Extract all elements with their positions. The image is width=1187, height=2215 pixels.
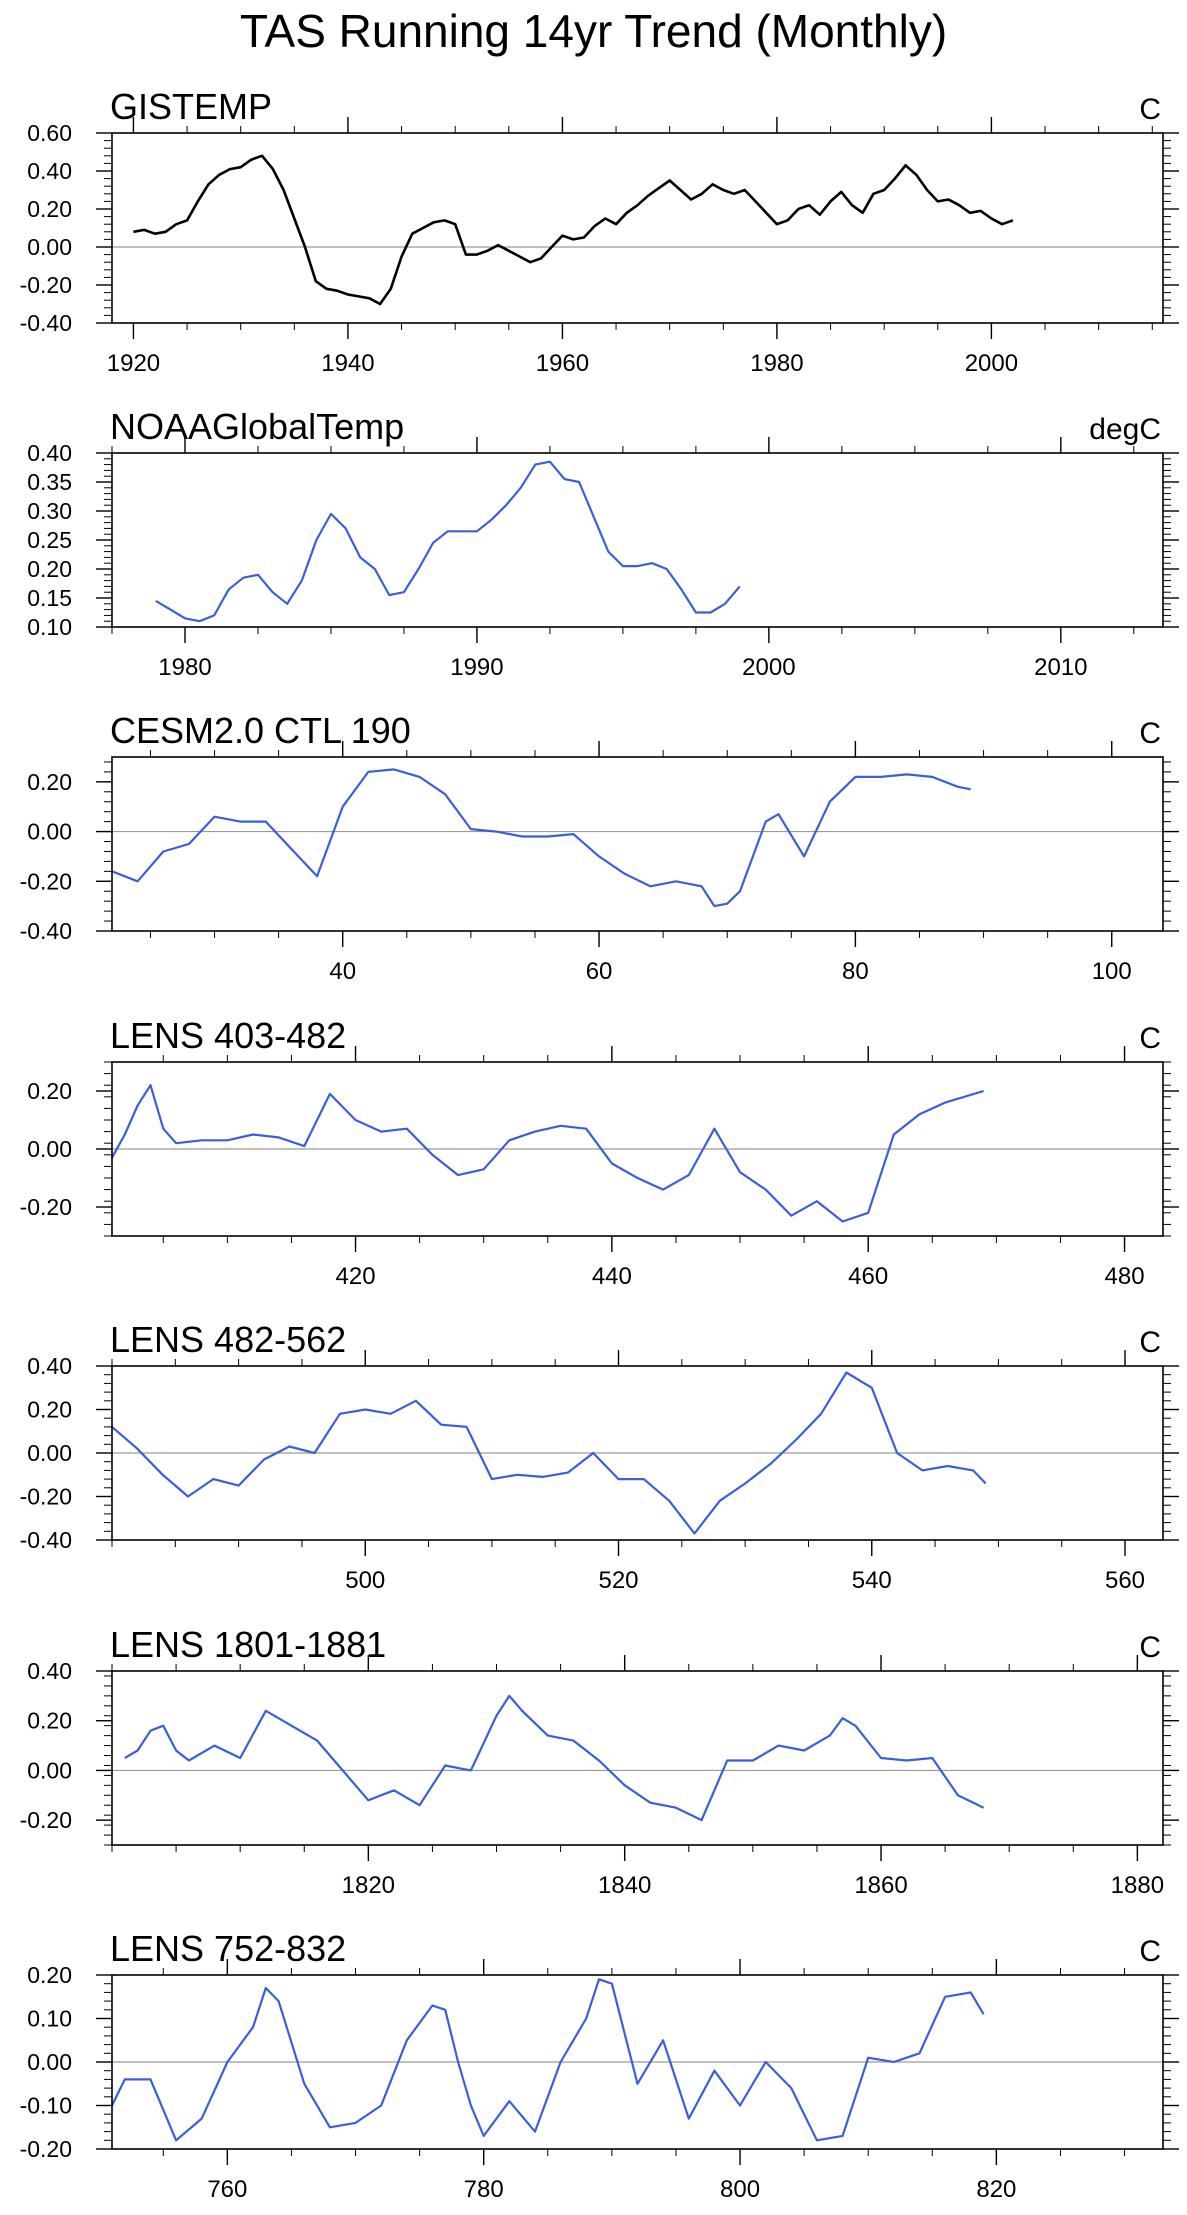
y-tick-label: 0.40 <box>27 440 72 466</box>
y-tick-label: 0.20 <box>27 196 72 222</box>
units-label: C <box>1139 93 1161 126</box>
y-tick-label: 0.00 <box>27 1440 72 1466</box>
x-tick-label: 800 <box>720 2176 760 2203</box>
y-tick-label: 0.00 <box>27 1757 72 1783</box>
data-series-line <box>124 1694 985 1822</box>
plot-frame <box>111 756 1164 932</box>
panel-title: GISTEMP <box>110 86 272 127</box>
figure-title: TAS Running 14yr Trend (Monthly) <box>239 5 948 57</box>
y-tick-label: 0.60 <box>27 120 72 146</box>
chart-panel-5: LENS 482-562 C 500 520 540 560 -0.40 -0.20 0.00 0… <box>20 1319 1179 1594</box>
x-tick-label: 80 <box>842 958 869 985</box>
chart-panel-3: CESM2.0 CTL 190 C 40 60 80 100 -0.40 -0.20 0.00 0… <box>20 710 1179 985</box>
y-tick-label: 0.00 <box>27 1136 72 1162</box>
y-tick-label: 0.20 <box>27 1078 72 1104</box>
x-tick-label: 500 <box>345 1567 385 1594</box>
chart-panel-4: LENS 403-482 C 420 440 460 480 -0.20 0.00 0.20 <box>20 1015 1179 1290</box>
x-tick-label: 420 <box>336 1263 376 1290</box>
y-tick-label: 0.20 <box>27 1397 72 1423</box>
x-tick-label: 1840 <box>598 1872 651 1899</box>
y-tick-label: -0.10 <box>20 2093 72 2119</box>
y-tick-label: 0.35 <box>27 469 72 495</box>
y-tick-label: -0.20 <box>20 1807 72 1833</box>
y-tick-label: -0.20 <box>20 2136 72 2162</box>
chart-panel-7: LENS 752-832 C 760 780 800 820 -0.20 -0.10 0.00 0… <box>20 1928 1179 2203</box>
x-tick-label: 760 <box>207 2176 247 2203</box>
chart-panel-1: GISTEMP C 1920 1940 1960 1980 2000 -0.40 -0.20 0.… <box>20 86 1179 377</box>
units-label: C <box>1139 1935 1161 1968</box>
x-tick-label: 480 <box>1105 1263 1145 1290</box>
chart-panel-6: LENS 1801-1881 C 1820 1840 1860 1880 -0.20 0.00… <box>20 1624 1179 1899</box>
y-tick-label: 0.00 <box>27 819 72 845</box>
units-label: C <box>1139 1022 1161 1055</box>
panel-title: CESM2.0 CTL 190 <box>110 710 411 751</box>
panel-title: NOAAGlobalTemp <box>110 406 404 447</box>
x-tick-label: 2000 <box>742 654 795 681</box>
x-tick-label: 1880 <box>1111 1872 1164 1899</box>
plot-frame <box>111 1670 1164 1846</box>
x-tick-label: 1990 <box>450 654 503 681</box>
x-tick-label: 1980 <box>158 654 211 681</box>
y-tick-label: -0.20 <box>20 1194 72 1220</box>
x-tick-label: 1980 <box>750 350 803 377</box>
x-tick-label: 560 <box>1105 1567 1145 1594</box>
y-tick-label: -0.20 <box>20 1484 72 1510</box>
data-series-line <box>111 768 971 908</box>
x-tick-label: 1860 <box>854 1872 907 1899</box>
x-tick-label: 780 <box>464 2176 504 2203</box>
x-tick-label: 2000 <box>965 350 1018 377</box>
y-tick-label: 0.20 <box>27 1708 72 1734</box>
units-label: C <box>1139 1326 1161 1359</box>
data-series-line <box>155 460 741 623</box>
y-tick-label: 0.15 <box>27 585 72 611</box>
data-series-line <box>111 1084 984 1223</box>
x-tick-label: 40 <box>329 958 356 985</box>
plot-frame <box>111 132 1164 324</box>
x-tick-label: 100 <box>1092 958 1132 985</box>
y-tick-label: -0.20 <box>20 272 72 298</box>
units-label: C <box>1139 717 1161 750</box>
chart-panel-2: NOAAGlobalTemp degC 1980 1990 2000 2010 0.10 0.… <box>27 406 1179 681</box>
panel-title: LENS 752-832 <box>110 1928 346 1969</box>
data-series-line <box>133 154 1014 306</box>
y-tick-label: -0.40 <box>20 918 72 944</box>
y-tick-label: 0.00 <box>27 2049 72 2075</box>
y-tick-label: 0.40 <box>27 1353 72 1379</box>
y-tick-label: 0.20 <box>27 769 72 795</box>
y-tick-label: 0.00 <box>27 234 72 260</box>
y-tick-label: 0.10 <box>27 614 72 640</box>
panel-title: LENS 403-482 <box>110 1015 346 1056</box>
x-tick-label: 460 <box>848 1263 888 1290</box>
x-tick-label: 1820 <box>342 1872 395 1899</box>
x-tick-label: 540 <box>852 1567 892 1594</box>
units-label: C <box>1139 1631 1161 1664</box>
x-tick-label: 1920 <box>107 350 160 377</box>
y-tick-label: -0.40 <box>20 1527 72 1553</box>
y-tick-label: 0.20 <box>27 556 72 582</box>
x-tick-label: 440 <box>592 1263 632 1290</box>
y-tick-label: -0.20 <box>20 868 72 894</box>
x-tick-label: 2010 <box>1034 654 1087 681</box>
panel-title: LENS 482-562 <box>110 1319 346 1360</box>
y-tick-label: 0.25 <box>27 527 72 553</box>
x-tick-label: 820 <box>976 2176 1016 2203</box>
plot-frame <box>111 452 1164 628</box>
x-tick-label: 1940 <box>321 350 374 377</box>
y-tick-label: 0.40 <box>27 1658 72 1684</box>
y-tick-label: 0.40 <box>27 158 72 184</box>
y-tick-label: 0.20 <box>27 1962 72 1988</box>
data-series-line <box>111 1978 985 2142</box>
y-tick-label: 0.30 <box>27 498 72 524</box>
x-tick-label: 520 <box>598 1567 638 1594</box>
units-label: degC <box>1089 413 1161 446</box>
y-tick-label: 0.10 <box>27 2006 72 2032</box>
panel-title: LENS 1801-1881 <box>110 1624 386 1665</box>
x-tick-label: 60 <box>586 958 613 985</box>
data-series-line <box>111 1371 987 1535</box>
x-tick-label: 1960 <box>536 350 589 377</box>
y-tick-label: -0.40 <box>20 310 72 336</box>
